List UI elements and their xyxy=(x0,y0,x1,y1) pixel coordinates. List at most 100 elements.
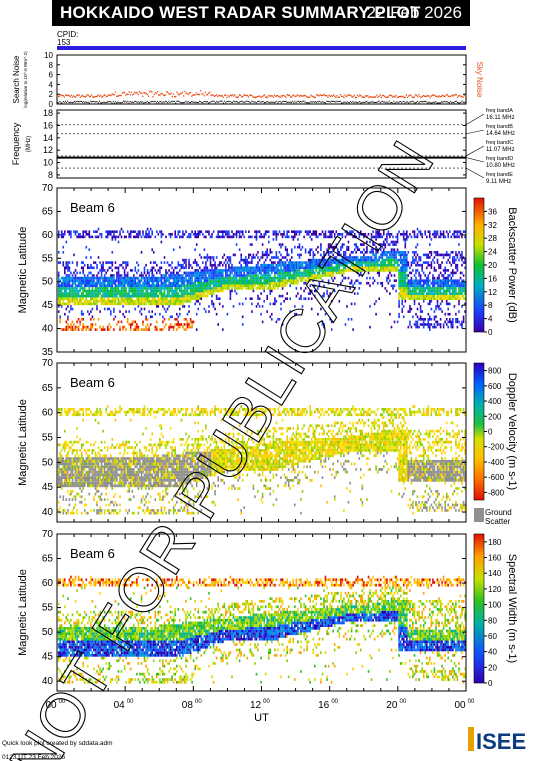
power-cell xyxy=(464,258,466,262)
power-cell xyxy=(105,287,107,290)
power-cell xyxy=(412,292,414,295)
power-cell xyxy=(240,258,242,262)
power-cell xyxy=(415,271,417,275)
freq-tick-label: 10 xyxy=(43,158,53,168)
power-cell xyxy=(99,284,101,288)
power-cell xyxy=(105,261,107,264)
power-cell xyxy=(366,263,368,267)
power-cell xyxy=(137,328,140,331)
power-cell xyxy=(208,310,210,313)
power-cell xyxy=(398,287,400,290)
power-cell xyxy=(402,271,405,275)
power-cell xyxy=(73,297,75,300)
power-cell xyxy=(295,294,298,298)
power-cell xyxy=(117,297,120,300)
velocity-cell xyxy=(99,476,101,479)
power-cell xyxy=(360,243,362,246)
velocity-cell xyxy=(103,440,106,444)
power-cell xyxy=(449,289,451,293)
velocity-cell xyxy=(99,457,101,460)
velocity-cell xyxy=(62,443,65,447)
power-cell xyxy=(275,269,278,272)
power-cell xyxy=(415,279,417,282)
power-cell xyxy=(450,279,453,282)
power-cell xyxy=(176,266,178,270)
velocity-cell xyxy=(77,410,80,414)
power-cell xyxy=(194,276,196,280)
power-cell xyxy=(307,261,310,264)
power-cell xyxy=(191,279,193,282)
power-cell xyxy=(318,281,321,285)
power-cell xyxy=(122,312,124,316)
power-cell xyxy=(461,320,463,324)
power-cell xyxy=(202,287,204,290)
power-cell xyxy=(410,307,413,311)
power-cell xyxy=(309,269,311,272)
velocity-cell xyxy=(79,462,81,466)
power-cell xyxy=(228,281,230,285)
power-cell xyxy=(433,318,436,321)
velocity-cell xyxy=(80,484,83,488)
power-cell xyxy=(217,281,219,285)
velocity-cell xyxy=(128,457,130,460)
power-cell xyxy=(426,256,428,259)
power-cell xyxy=(284,235,287,239)
power-cell xyxy=(129,289,132,293)
power-cell xyxy=(274,266,276,270)
power-cell xyxy=(367,258,370,262)
power-cell xyxy=(200,274,203,277)
power-cell xyxy=(188,279,190,282)
power-cell xyxy=(372,235,374,239)
power-cell xyxy=(413,323,416,326)
power-cell xyxy=(410,271,413,275)
power-tick-label: 55 xyxy=(42,253,54,264)
velocity-cell xyxy=(76,451,78,455)
power-cell xyxy=(110,294,112,298)
power-cell xyxy=(59,279,61,282)
power-cell xyxy=(341,261,344,264)
power-cell xyxy=(410,292,413,295)
power-cell xyxy=(140,235,143,239)
power-cell xyxy=(80,292,83,295)
power-cell xyxy=(409,279,411,282)
power-cell xyxy=(243,269,245,272)
power-cell xyxy=(195,292,198,295)
power-cell xyxy=(160,266,163,270)
power-cell xyxy=(294,305,296,308)
power-cell xyxy=(350,263,353,267)
power-cell xyxy=(284,261,287,264)
power-cell xyxy=(418,263,420,267)
power-cell xyxy=(64,289,66,293)
power-cell xyxy=(258,284,261,288)
power-cell xyxy=(237,271,239,275)
power-cell xyxy=(415,325,417,329)
power-cell xyxy=(429,315,431,319)
power-cell xyxy=(372,240,374,244)
power-cell xyxy=(426,281,428,285)
velocity-cell xyxy=(114,509,117,512)
velocity-cell xyxy=(70,470,72,474)
power-cell xyxy=(209,292,212,295)
power-cell xyxy=(176,297,178,300)
power-cell xyxy=(283,269,285,272)
velocity-cell xyxy=(96,490,98,493)
power-cell xyxy=(215,266,218,270)
power-cell xyxy=(251,276,253,280)
power-cell xyxy=(148,279,150,282)
power-cell xyxy=(159,230,161,233)
velocity-cell xyxy=(64,481,66,485)
velocity-cell xyxy=(60,468,63,471)
power-cell xyxy=(383,266,385,270)
power-cell xyxy=(444,269,446,272)
power-cell xyxy=(453,292,456,295)
power-cell xyxy=(102,269,104,272)
velocity-cell xyxy=(57,408,60,411)
velocity-cell xyxy=(120,465,123,469)
velocity-cell xyxy=(103,498,106,501)
power-cell xyxy=(212,289,215,293)
power-cell xyxy=(154,276,157,280)
power-cell xyxy=(70,292,72,295)
sky-noise-series xyxy=(57,90,467,99)
power-cell xyxy=(229,284,232,288)
power-cell xyxy=(90,279,92,282)
